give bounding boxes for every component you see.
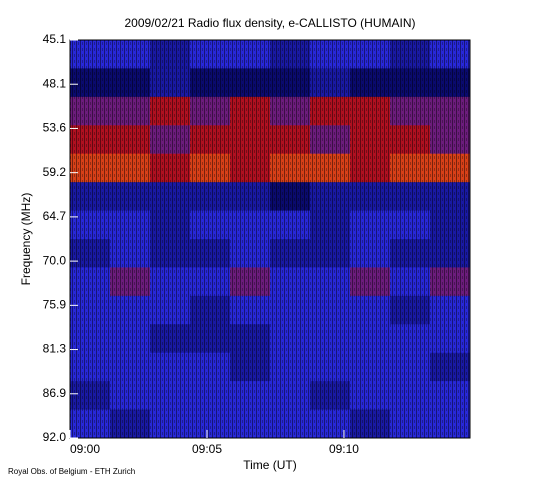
y-tick-label: 59.2 bbox=[43, 165, 67, 179]
y-tick-label: 81.3 bbox=[43, 342, 67, 356]
y-tick-label: 48.1 bbox=[43, 76, 67, 90]
footer: Royal Obs. of Belgium - ETH Zurich bbox=[8, 467, 135, 476]
y-tick-label: 53.6 bbox=[43, 121, 67, 135]
x-axis-label: Time (UT) bbox=[243, 458, 297, 472]
y-tick-label: 45.1 bbox=[43, 32, 67, 46]
y-tick-label: 70.0 bbox=[43, 253, 67, 267]
y-tick-label: 64.7 bbox=[43, 209, 67, 223]
y-axis-label: Frequency (MHz) bbox=[19, 193, 33, 286]
plot-frame bbox=[69, 39, 471, 439]
y-tick-label: 92.0 bbox=[43, 430, 67, 444]
texture bbox=[70, 40, 470, 438]
y-tick-label: 86.9 bbox=[43, 386, 67, 400]
x-tick-label: 09:10 bbox=[329, 442, 359, 456]
y-tick-label: 75.9 bbox=[43, 298, 67, 312]
x-tick-label: 09:00 bbox=[70, 442, 100, 456]
chart-title: 2009/02/21 Radio flux density, e-CALLIST… bbox=[124, 16, 415, 30]
x-tick-label: 09:05 bbox=[192, 442, 222, 456]
